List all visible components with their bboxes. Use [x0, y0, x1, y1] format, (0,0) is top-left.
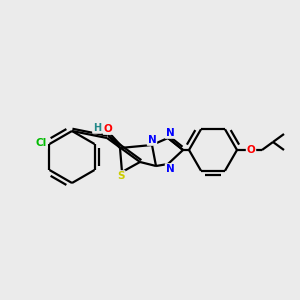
Text: H: H — [93, 123, 101, 133]
Text: S: S — [117, 171, 125, 181]
Text: O: O — [103, 124, 112, 134]
Text: Cl: Cl — [36, 138, 47, 148]
Text: N: N — [166, 128, 174, 138]
Text: N: N — [148, 135, 156, 145]
Text: N: N — [166, 164, 174, 174]
Text: O: O — [247, 145, 255, 155]
